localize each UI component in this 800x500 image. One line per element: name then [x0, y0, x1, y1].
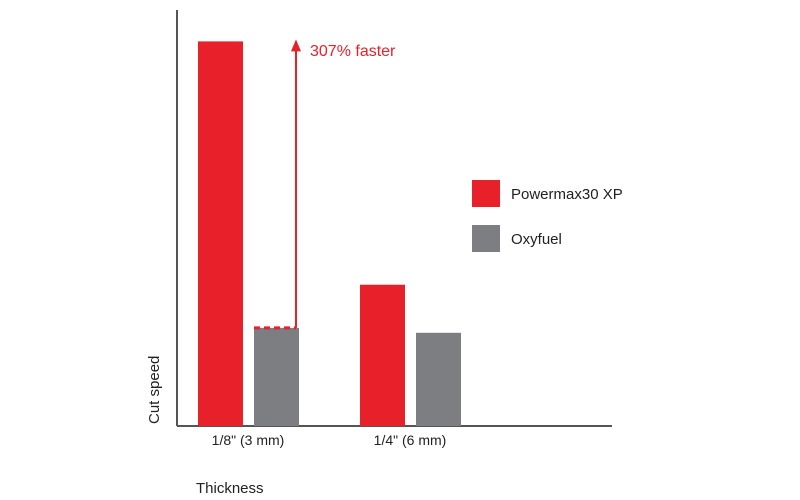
legend: Powermax30 XP Oxyfuel — [472, 180, 623, 252]
x-tick-label: 1/4" (6 mm) — [374, 432, 447, 448]
legend-swatch-powermax — [472, 180, 500, 207]
y-axis-label: Cut speed — [146, 356, 163, 424]
legend-label-powermax: Powermax30 XP — [511, 186, 623, 203]
legend-swatch-oxyfuel — [472, 225, 500, 252]
x-axis-label: Thickness — [196, 480, 264, 497]
bar-oxyfuel-1 — [416, 332, 461, 426]
bar-powermax-0 — [198, 41, 243, 426]
x-tick-label: 1/8" (3 mm) — [212, 432, 285, 448]
annotation-arrow-head — [291, 39, 301, 52]
bar-oxyfuel-0 — [254, 327, 299, 426]
annotation-label: 307% faster — [310, 43, 396, 60]
legend-label-oxyfuel: Oxyfuel — [511, 231, 562, 248]
annotation: 307% faster — [254, 39, 396, 330]
bar-powermax-1 — [360, 284, 405, 426]
